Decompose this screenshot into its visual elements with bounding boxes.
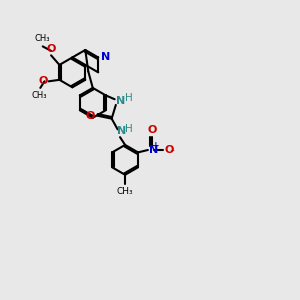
Text: O: O <box>38 76 47 86</box>
Text: CH₃: CH₃ <box>32 91 47 100</box>
Text: CH₃: CH₃ <box>117 187 134 196</box>
Text: H: H <box>125 93 133 103</box>
Text: O: O <box>165 145 174 155</box>
Text: O: O <box>47 44 56 53</box>
Text: N: N <box>101 52 110 62</box>
Text: CH₃: CH₃ <box>35 34 50 43</box>
Text: N: N <box>149 145 159 155</box>
Text: N: N <box>117 126 126 136</box>
Text: H: H <box>125 124 133 134</box>
Text: N: N <box>116 96 125 106</box>
Text: O: O <box>85 111 95 121</box>
Text: +: + <box>152 141 160 150</box>
Text: O: O <box>147 125 157 135</box>
Text: ⁻: ⁻ <box>169 148 174 158</box>
